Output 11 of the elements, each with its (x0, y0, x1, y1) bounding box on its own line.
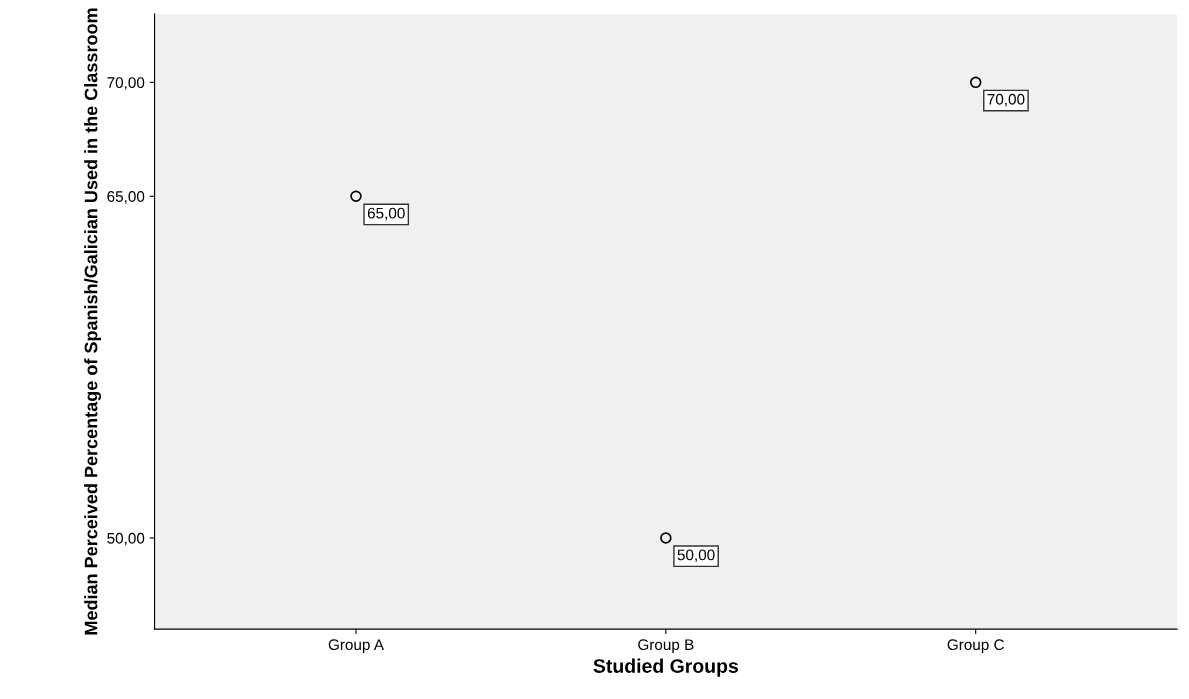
y-axis-title: Median Perceived Percentage of Spanish/Galician Used in the Classroom (84, 8, 102, 635)
x-tick-label: Group B (638, 639, 694, 654)
y-tick-label: 70,00 (107, 77, 145, 90)
data-label: 70,00 (987, 93, 1025, 107)
x-axis-title: Studied Groups (593, 658, 738, 677)
data-label: 50,00 (677, 549, 715, 563)
y-tick-label: 50,00 (107, 532, 145, 546)
y-tick-label: 65,00 (107, 191, 145, 204)
x-tick-label: Group C (947, 639, 1004, 654)
x-tick-label: Group A (328, 639, 384, 654)
data-label: 65,00 (367, 207, 405, 221)
